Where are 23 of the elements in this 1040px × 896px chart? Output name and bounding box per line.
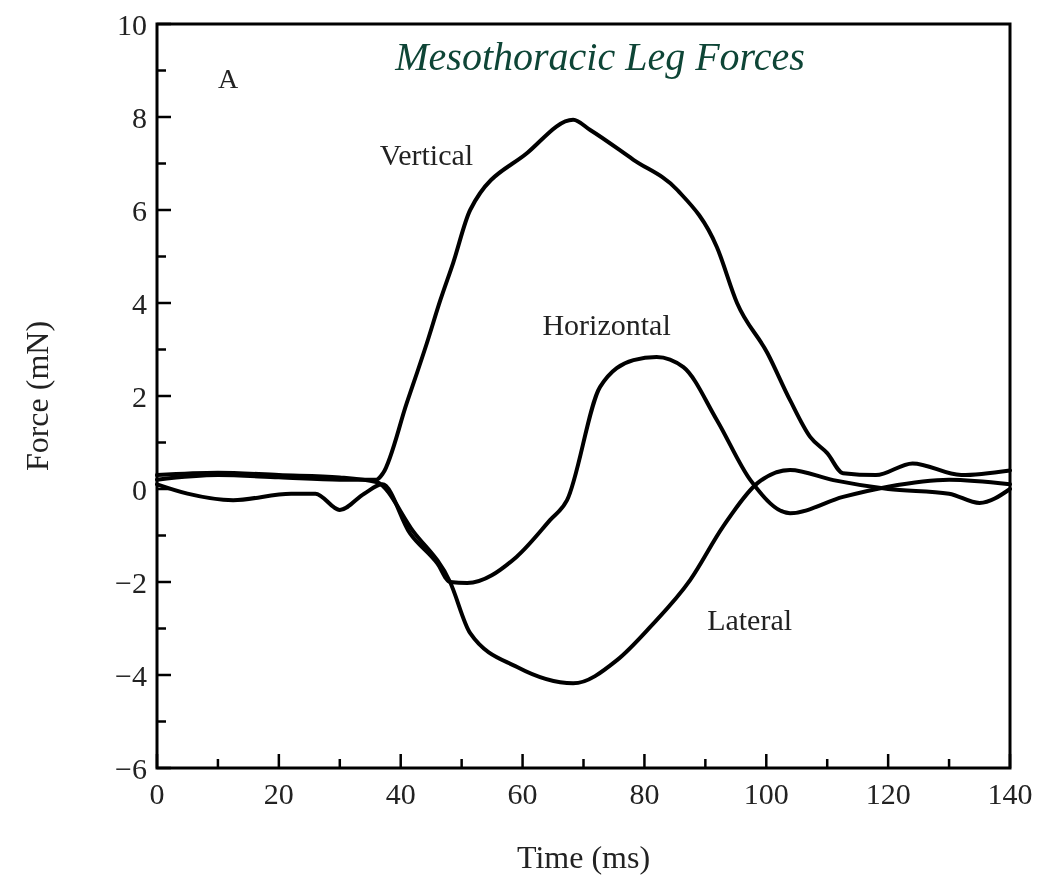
- x-tick-label: 120: [865, 777, 911, 810]
- y-tick-label: −4: [115, 658, 147, 692]
- x-axis-title: Time (ms): [516, 839, 651, 875]
- y-tick-label: 10: [117, 7, 147, 41]
- x-tick-label: 100: [743, 777, 789, 810]
- series-label: Lateral: [707, 603, 793, 637]
- y-axis-title: Force (mN): [19, 320, 55, 472]
- x-tick-label: 80: [629, 777, 660, 810]
- y-tick-label: 8: [132, 100, 147, 134]
- x-tick-label: 20: [263, 777, 294, 810]
- y-tick-label: 0: [132, 472, 147, 506]
- y-tick-label: −2: [115, 565, 147, 599]
- x-tick-label: 40: [385, 777, 416, 810]
- y-tick-label: 6: [132, 193, 147, 227]
- series-label: Vertical: [379, 137, 474, 171]
- y-tick-label: −6: [115, 751, 147, 785]
- y-tick-label: 2: [132, 379, 147, 413]
- y-tick-label: 4: [132, 286, 147, 320]
- x-tick-label: 140: [987, 777, 1033, 810]
- annotation: A: [218, 63, 239, 94]
- chart-title: Mesothoracic Leg Forces: [394, 34, 805, 79]
- x-tick-label: 60: [507, 777, 538, 810]
- series-label: Horizontal: [542, 307, 671, 341]
